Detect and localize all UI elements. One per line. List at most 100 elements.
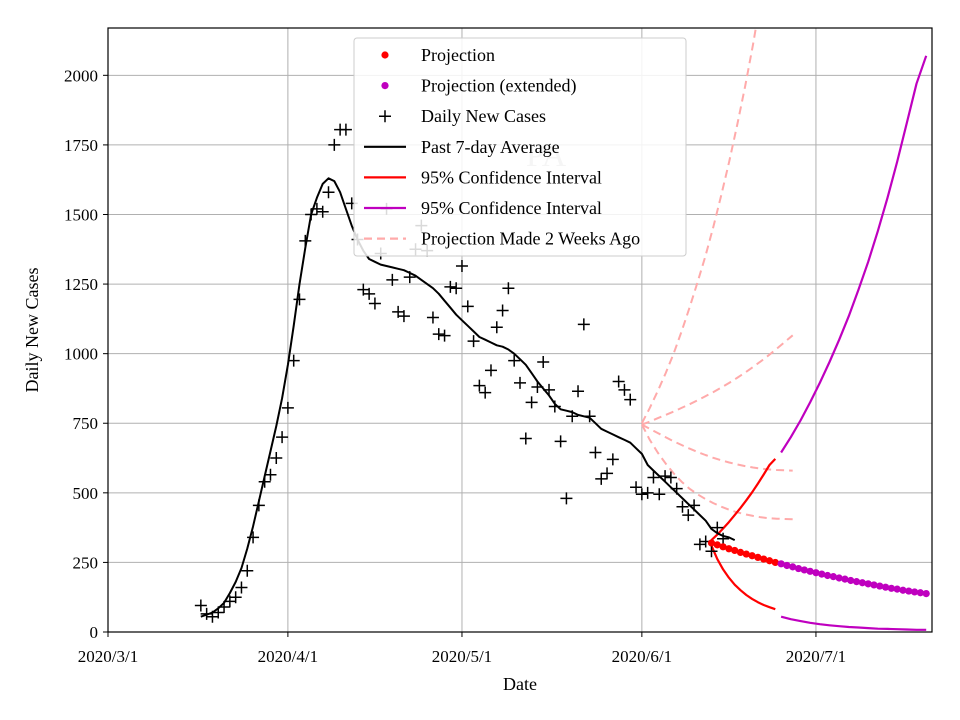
daily-case-point — [717, 532, 730, 545]
daily-case-point — [711, 521, 724, 534]
legend-label: Past 7-day Average — [421, 137, 560, 157]
projection-extended-point — [812, 569, 820, 577]
daily-case-point — [560, 492, 573, 505]
legend-marker-dot — [381, 51, 389, 59]
legend-label: Projection (extended) — [421, 76, 576, 97]
daily-case-point — [426, 311, 439, 324]
daily-case-point — [502, 282, 515, 295]
y-tick-label: 1750 — [64, 136, 98, 155]
projection-extended-point — [852, 578, 861, 586]
daily-case-point — [624, 393, 637, 406]
daily-case-point — [287, 354, 300, 367]
projection-point — [731, 546, 739, 555]
y-tick-label: 1250 — [64, 275, 98, 294]
series-layer — [194, 28, 930, 631]
daily-case-point — [531, 381, 544, 394]
daily-case-point — [339, 123, 352, 136]
daily-case-point — [647, 471, 660, 484]
daily-case-point — [577, 318, 590, 331]
daily-case-point — [455, 259, 468, 272]
daily-case-point — [363, 287, 376, 300]
daily-case-point — [705, 545, 718, 558]
projection-extended-point — [922, 589, 930, 598]
projection-extended-point — [887, 584, 895, 592]
daily-case-point — [467, 335, 480, 348]
daily-case-point — [473, 379, 486, 392]
projection-extended-point — [916, 589, 924, 597]
daily-case-point — [293, 293, 306, 306]
daily-case-point — [653, 488, 666, 501]
ticks: 2020/3/1 2020/4/1 2020/5/1 2020/6/1 2020/7/1… — [64, 66, 846, 666]
daily-case-point — [229, 591, 242, 604]
y-axis-label: Daily New Cases — [22, 268, 42, 393]
projection-extended-point — [841, 575, 849, 583]
ci-red-upper — [710, 458, 777, 541]
daily-case-point — [218, 600, 231, 613]
daily-case-point — [322, 186, 335, 199]
projection-extended-point — [789, 563, 797, 571]
legend: Projection Projection (extended) Daily New… — [353, 37, 687, 257]
daily-case-point — [310, 202, 323, 215]
daily-case-point — [676, 500, 689, 513]
legend-label: Daily New Cases — [421, 106, 546, 126]
projection-extended-point — [910, 588, 919, 596]
daily-case-point — [635, 488, 648, 501]
projection-extended-point — [818, 570, 826, 578]
projection-extended-point — [881, 583, 890, 591]
projection-extended-point — [876, 582, 884, 590]
daily-case-point — [264, 468, 277, 481]
daily-case-point — [200, 607, 213, 620]
projection-point — [713, 541, 721, 549]
y-tick-label: 250 — [73, 553, 99, 572]
projection-point — [748, 552, 756, 560]
projection-point — [765, 557, 774, 565]
projection-point — [719, 543, 727, 551]
projection-extended-point — [899, 586, 907, 594]
projection-extended-point — [893, 585, 901, 593]
projection-extended-point — [847, 576, 855, 585]
daily-case-point — [270, 452, 283, 465]
daily-case-point — [241, 564, 254, 577]
x-tick-label: 2020/7/1 — [786, 647, 846, 666]
seven-day-average-line — [200, 177, 736, 618]
daily-case-point — [305, 208, 318, 221]
projection-extended-point — [858, 579, 866, 587]
projection-extended-point — [864, 580, 872, 588]
daily-case-point — [252, 499, 265, 512]
daily-case-point — [461, 300, 474, 313]
daily-case-point — [194, 599, 207, 612]
projection-extended-point — [800, 566, 808, 574]
daily-case-point — [479, 386, 492, 399]
y-tick-label: 750 — [73, 414, 99, 433]
plot-frame — [107, 27, 933, 633]
daily-case-point — [682, 509, 695, 522]
projection-extended-point — [829, 573, 837, 581]
projection-point — [760, 555, 768, 563]
daily-case-point — [595, 472, 608, 485]
daily-case-point — [496, 304, 509, 317]
y-tick-label: 1000 — [64, 345, 98, 364]
daily-case-point — [438, 329, 451, 342]
daily-case-point — [601, 467, 614, 480]
daily-case-point — [328, 138, 341, 151]
projection-point — [754, 553, 762, 562]
daily-case-point — [693, 538, 706, 551]
legend-label: 95% Confidence Interval — [421, 198, 602, 218]
daily-case-point — [606, 453, 619, 466]
y-tick-label: 500 — [73, 484, 99, 503]
daily-case-point — [554, 435, 567, 448]
x-tick-label: 2020/6/1 — [612, 647, 672, 666]
daily-case-point — [403, 271, 416, 284]
daily-case-point — [543, 383, 556, 396]
daily-case-point — [444, 280, 457, 293]
y-tick-label: 2000 — [64, 66, 98, 85]
series-clip-group — [194, 28, 930, 631]
daily-case-point — [490, 321, 503, 334]
ci-purple-lower — [780, 615, 927, 631]
daily-case-point — [368, 297, 381, 310]
legend-marker-dot — [381, 82, 389, 90]
daily-case-point — [548, 400, 561, 413]
x-tick-label: 2020/5/1 — [432, 647, 492, 666]
daily-case-point — [566, 410, 579, 423]
